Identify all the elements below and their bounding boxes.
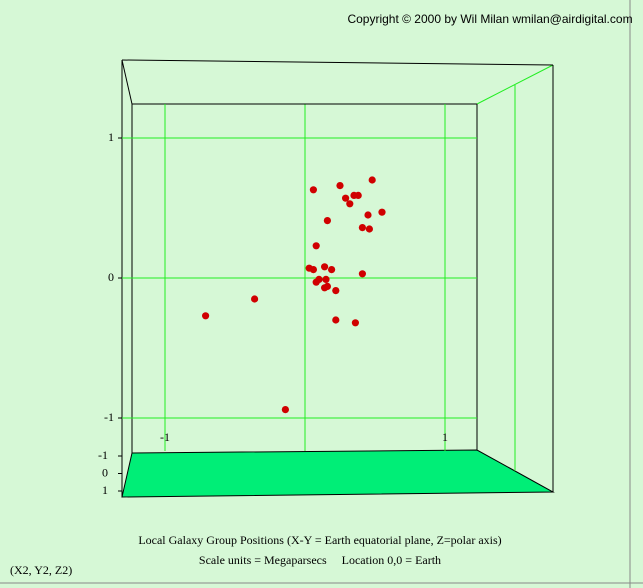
z-tick-label: -1 (98, 448, 108, 462)
point (328, 266, 336, 274)
point (342, 194, 350, 202)
caption: Local Galaxy Group Positions (X-Y = Eart… (138, 533, 501, 547)
box-edge (121, 59, 133, 105)
x-tick-label: 1 (442, 430, 448, 444)
y-tick-label: -1 (104, 410, 114, 424)
point (378, 208, 386, 216)
point (322, 275, 330, 283)
box-edge (121, 59, 554, 66)
z-tick-label: 0 (102, 465, 108, 479)
point (346, 200, 354, 208)
point (365, 225, 373, 233)
caption: Scale units = Megaparsecs Location 0,0 =… (199, 553, 441, 567)
point (351, 319, 359, 327)
point (368, 176, 376, 184)
point (358, 224, 366, 232)
floor (121, 449, 555, 498)
point (321, 263, 329, 271)
point (309, 186, 317, 194)
point (251, 295, 259, 303)
series-label: (X2, Y2, Z2) (10, 563, 72, 577)
point (332, 287, 340, 295)
x-tick-label: -1 (160, 430, 170, 444)
y-tick-label: 1 (108, 130, 114, 144)
grid-line (476, 64, 554, 105)
copyright: Copyright © 2000 by Wil Milan wmilan@air… (347, 12, 632, 26)
point (336, 182, 344, 190)
point (309, 266, 317, 274)
point (321, 284, 329, 292)
point (323, 217, 331, 225)
z-tick-label: 1 (102, 483, 108, 497)
point (332, 316, 340, 324)
point (312, 242, 320, 250)
point (281, 406, 289, 414)
point (312, 278, 320, 286)
y-tick-label: 0 (108, 270, 114, 284)
point (354, 191, 362, 199)
point (358, 270, 366, 278)
point (202, 312, 210, 320)
point (364, 211, 372, 219)
